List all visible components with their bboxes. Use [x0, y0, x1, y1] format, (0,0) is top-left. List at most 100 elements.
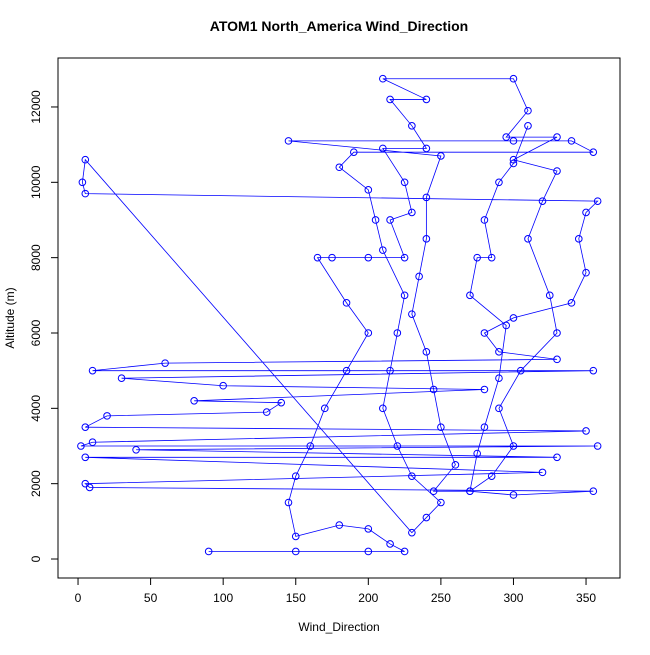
data-point [429, 385, 438, 394]
data-point [408, 472, 416, 480]
data-point [78, 178, 87, 187]
data-point [509, 137, 518, 145]
x-tick-label: 100 [213, 591, 233, 605]
data-point [408, 122, 416, 130]
data-point [284, 498, 293, 507]
data-point [509, 314, 518, 322]
x-tick-label: 200 [358, 591, 378, 605]
data-point [342, 299, 351, 307]
data-point [509, 442, 518, 450]
y-tick-label: 10000 [29, 165, 43, 199]
data-point [574, 235, 583, 243]
data-point [524, 122, 532, 130]
data-point [553, 453, 561, 462]
data-point [386, 366, 394, 375]
data-point [502, 133, 511, 141]
data-point [422, 95, 431, 104]
data-point [487, 472, 496, 480]
data-point [386, 540, 394, 548]
data-point [593, 197, 602, 205]
data-point [88, 438, 97, 447]
data-point [553, 329, 561, 337]
data-point [495, 374, 503, 382]
x-tick-label: 300 [503, 591, 523, 605]
data-point [88, 366, 97, 375]
data-point [422, 348, 431, 356]
data-point [400, 253, 409, 262]
data-point [582, 427, 590, 435]
data-point [509, 491, 518, 499]
data-point [480, 423, 489, 431]
data-point [509, 74, 518, 83]
data-point [364, 186, 373, 194]
data-point [422, 513, 431, 522]
data-point [335, 521, 344, 529]
data-point [371, 216, 380, 224]
data-point [132, 445, 140, 454]
data-point [487, 253, 496, 262]
data-point [582, 268, 590, 277]
data-point [284, 137, 293, 145]
data-point [553, 167, 561, 175]
data-point [408, 208, 416, 217]
x-tick-label: 350 [576, 591, 596, 605]
data-point [422, 144, 431, 153]
data-point [593, 442, 602, 450]
data-point [386, 95, 394, 104]
data-point [190, 396, 198, 405]
y-tick-label: 6000 [29, 319, 43, 346]
y-tick-label: 8000 [29, 244, 43, 271]
data-point [567, 299, 576, 307]
data-point [81, 155, 90, 164]
data-point [422, 235, 431, 243]
data-point [328, 253, 336, 262]
data-point [350, 148, 358, 156]
data-point [466, 487, 474, 496]
data-point [473, 253, 481, 262]
y-tick-label: 2000 [29, 470, 43, 497]
data-point [589, 487, 598, 496]
data-point [495, 404, 503, 413]
data-point [117, 374, 126, 382]
data-point [567, 137, 576, 145]
data-point [400, 547, 409, 556]
data-point [589, 366, 598, 375]
data-point [161, 359, 169, 367]
data-point [81, 423, 90, 431]
data-point [393, 442, 402, 450]
data-point [582, 208, 590, 217]
data-point [495, 178, 503, 187]
data-point [364, 253, 373, 262]
x-tick-label: 0 [75, 591, 82, 605]
data-point [480, 329, 489, 337]
data-point [502, 321, 511, 330]
data-point [545, 291, 554, 300]
data-point [364, 329, 373, 337]
data-point [379, 246, 387, 254]
data-point [589, 148, 598, 156]
data-point [509, 159, 518, 168]
data-point [277, 398, 286, 407]
data-point [408, 528, 416, 537]
data-point [437, 152, 445, 160]
data-point [364, 547, 373, 556]
chart-title: ATOM1 North_America Wind_Direction [210, 18, 468, 34]
data-line [80, 78, 599, 552]
data-point [219, 381, 227, 390]
data-point [364, 525, 373, 533]
x-axis-label: Wind_Direction [298, 620, 379, 634]
y-axis-label: Altitude (m) [3, 287, 17, 348]
data-point [306, 442, 315, 450]
data-point [400, 291, 409, 300]
data-point [342, 366, 351, 375]
data-point [335, 163, 344, 172]
data-point [81, 479, 90, 488]
data-point [77, 442, 85, 450]
data-point [85, 483, 94, 492]
data-point [538, 197, 547, 205]
data-point [524, 106, 532, 115]
data-point [408, 310, 416, 318]
data-point [429, 487, 438, 496]
